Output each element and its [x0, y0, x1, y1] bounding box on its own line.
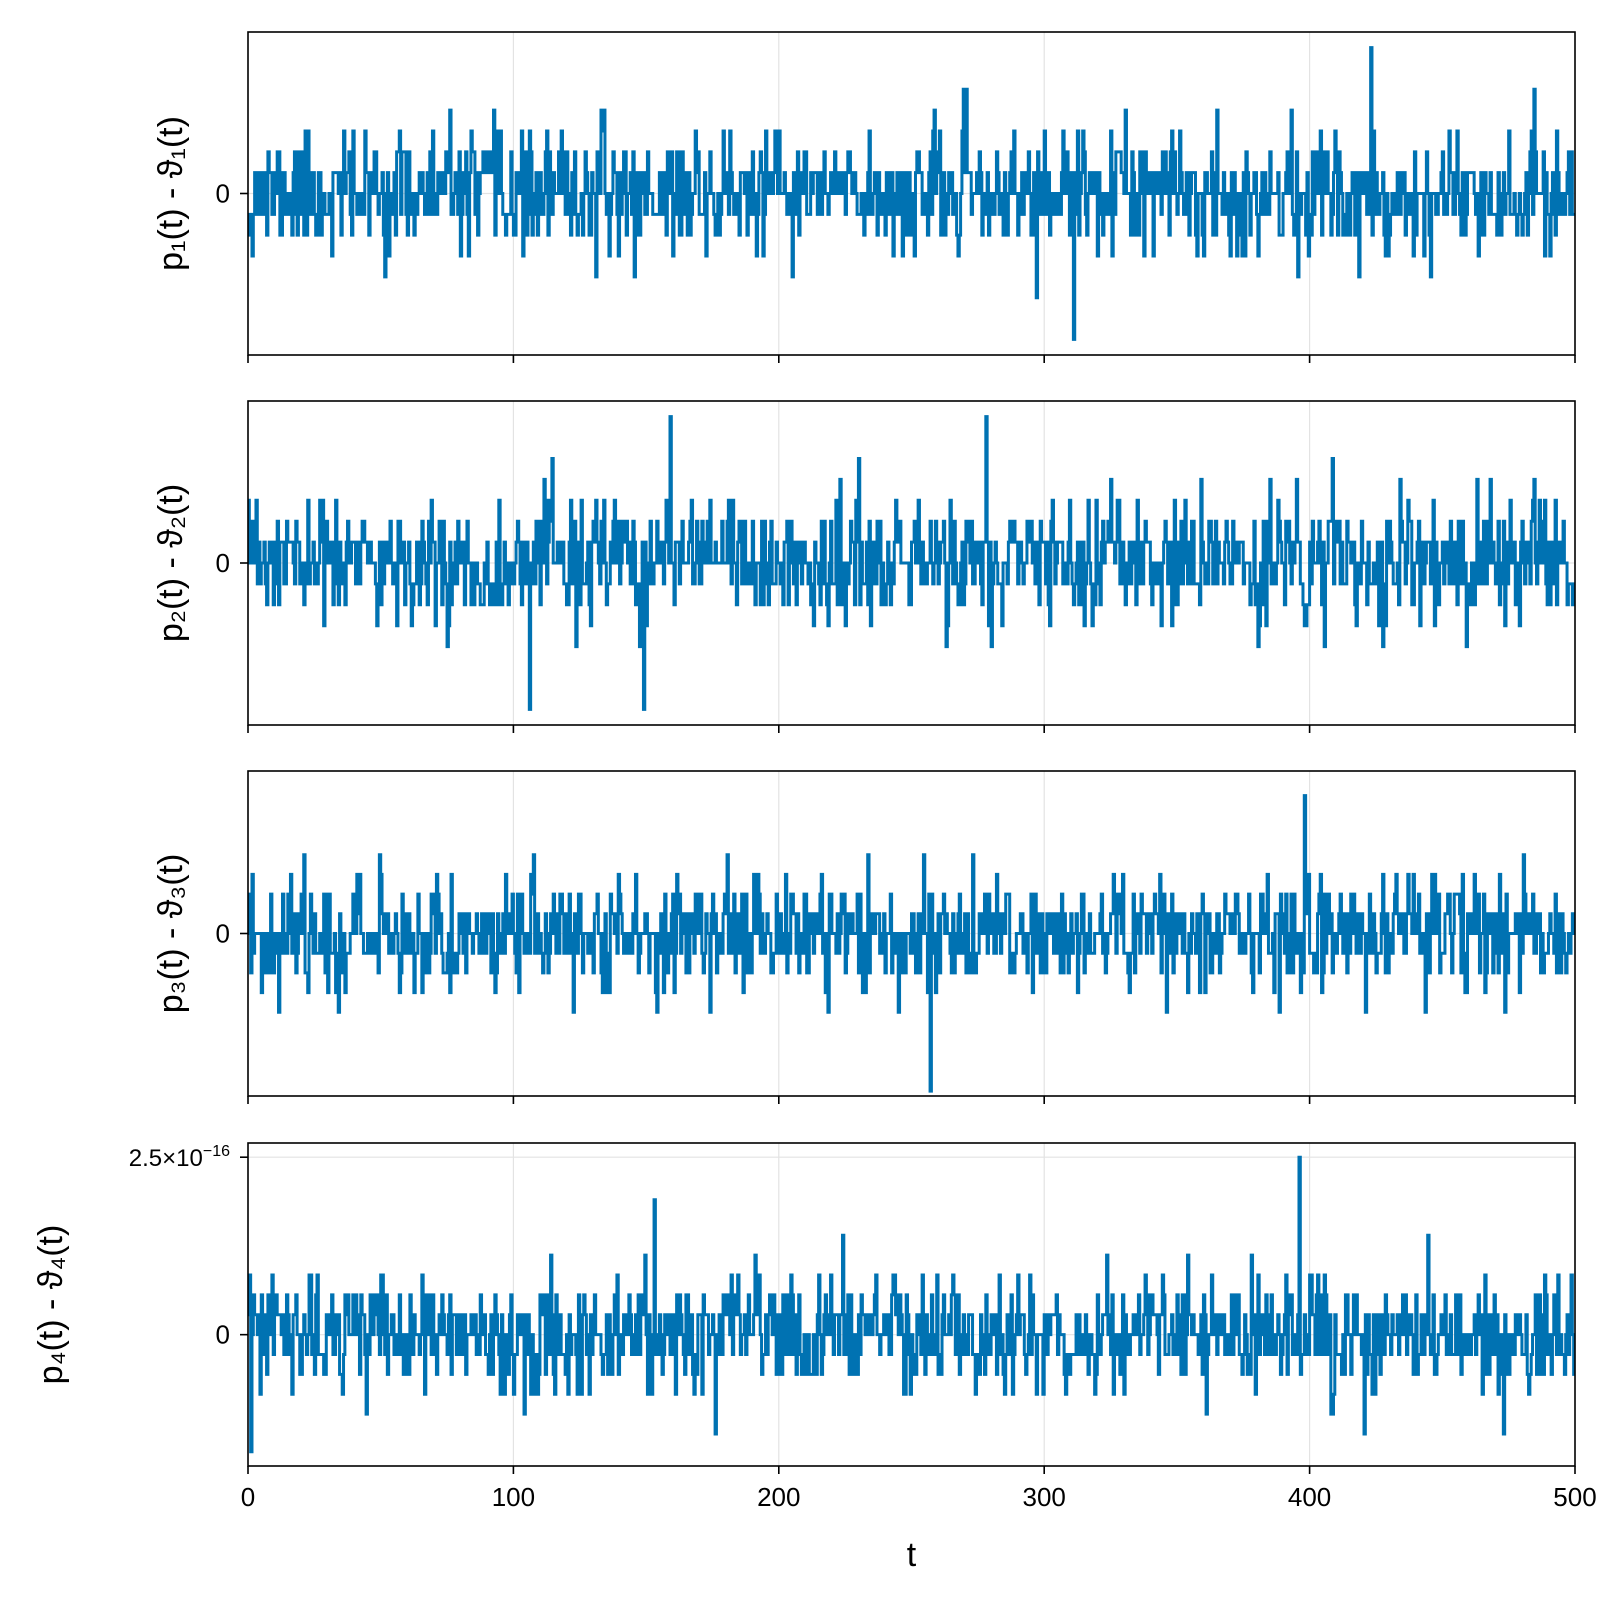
y-tick-label: 0 [216, 1320, 230, 1350]
y-axis-label: p₃(t) - ϑ₃(t) [152, 854, 190, 1014]
series-line-1 [248, 46, 1575, 341]
panel-2: 0 p₂(t) - ϑ₂(t) [152, 400, 1576, 733]
series-line-1 [248, 415, 1575, 711]
plot-frame [247, 1142, 1576, 1467]
x-tick-label: 400 [1288, 1482, 1331, 1512]
y-tick-label: 0 [216, 919, 230, 949]
y-tick-label-sci: 2.5×10−16 [129, 1143, 230, 1172]
x-tick-label: 300 [1023, 1482, 1066, 1512]
y-tick-label: 0 [216, 548, 230, 578]
y-axis-label: p₂(t) - ϑ₂(t) [152, 484, 190, 642]
x-tick-label: 500 [1553, 1482, 1596, 1512]
panel-4: 0 100 200 300 400 500 0 2.5×10−16 p₄(t) - ϑ₄(t) t [32, 1142, 1597, 1574]
panel-1: 0 p₁(t) - ϑ₁(t) [152, 31, 1576, 363]
x-tick-label: 100 [492, 1482, 535, 1512]
y-axis-label: p₁(t) - ϑ₁(t) [152, 116, 190, 271]
y-axis-label: p₄(t) - ϑ₄(t) [32, 1225, 70, 1385]
y-tick-label: 0 [216, 179, 230, 209]
panel-3: 0 p₃(t) - ϑ₃(t) [152, 770, 1576, 1104]
x-tick-label: 200 [757, 1482, 800, 1512]
series-line-1 [248, 1155, 1575, 1454]
x-tick-label: 0 [241, 1482, 255, 1512]
sci-exponent: −16 [203, 1143, 230, 1160]
series-line-1 [248, 794, 1575, 1093]
sci-base: 2.5×10 [129, 1145, 203, 1172]
x-axis-label: t [907, 1536, 917, 1574]
